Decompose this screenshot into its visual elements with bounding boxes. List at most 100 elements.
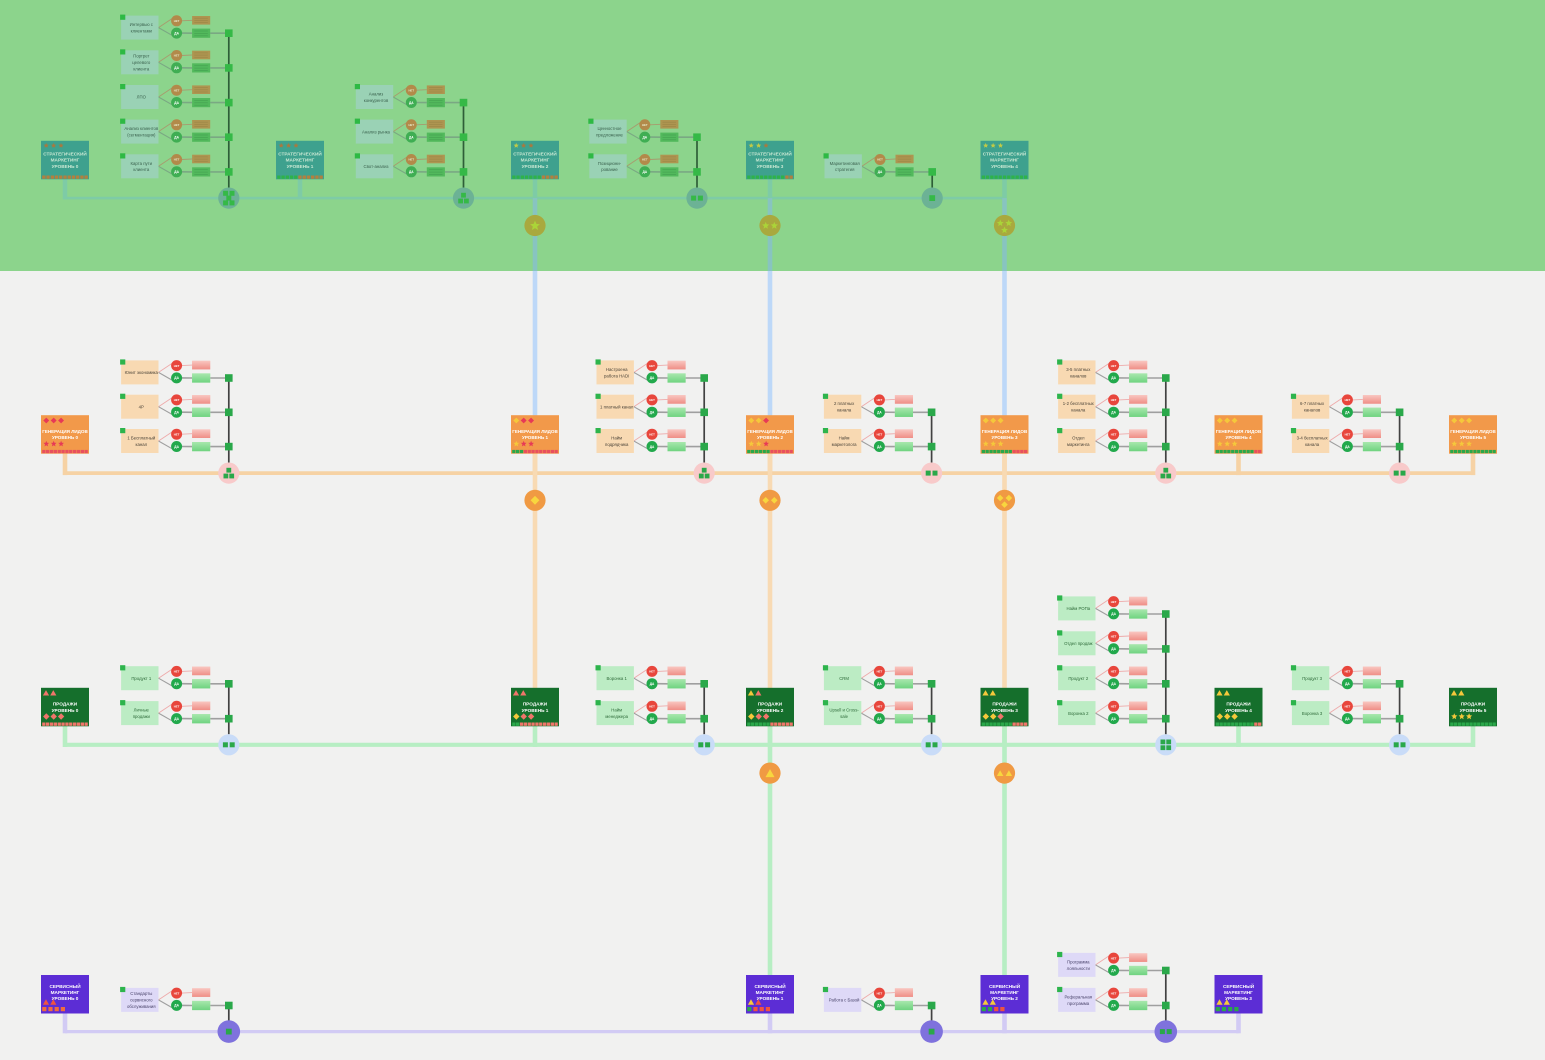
svg-text:НЕТ: НЕТ — [877, 705, 883, 709]
svg-text:ДА: ДА — [409, 170, 414, 174]
svg-text:ДА: ДА — [174, 445, 179, 449]
svg-text:НЕТ: НЕТ — [649, 364, 655, 368]
svg-text:СТРАТЕГИЧЕСКИЙ: СТРАТЕГИЧЕСКИЙ — [513, 150, 557, 157]
svg-text:Портрет: Портрет — [133, 54, 149, 59]
svg-text:ПРОДАЖИ: ПРОДАЖИ — [758, 701, 783, 706]
svg-text:УРОВЕНЬ 2: УРОВЕНЬ 2 — [522, 164, 549, 169]
svg-text:ДА: ДА — [1345, 682, 1350, 686]
svg-text:ДА: ДА — [1111, 647, 1116, 651]
svg-text:4P: 4P — [139, 404, 144, 409]
svg-text:НЕТ: НЕТ — [1111, 364, 1117, 368]
svg-text:ГЕНЕРАЦИЯ ЛИДОВ: ГЕНЕРАЦИЯ ЛИДОВ — [747, 429, 793, 434]
svg-text:менеджера: менеджера — [605, 714, 628, 719]
svg-text:предложение: предложение — [596, 133, 623, 138]
svg-text:ПРОДАЖИ: ПРОДАЖИ — [1461, 701, 1486, 706]
svg-text:1 Бесплатный: 1 Бесплатный — [127, 436, 156, 441]
svg-text:программа: программа — [1067, 1001, 1089, 1006]
svg-text:НЕТ: НЕТ — [174, 364, 180, 368]
svg-text:ПРОДАЖИ: ПРОДАЖИ — [53, 701, 78, 706]
svg-text:ДА: ДА — [174, 1004, 179, 1008]
svg-text:Настроена: Настроена — [606, 367, 628, 372]
svg-text:УРОВЕНЬ 4: УРОВЕНЬ 4 — [1225, 708, 1252, 713]
svg-text:МАРКЕТИНГ: МАРКЕТИНГ — [521, 158, 550, 163]
svg-text:НЕТ: НЕТ — [1345, 705, 1351, 709]
svg-text:УРОВЕНЬ 4: УРОВЕНЬ 4 — [1226, 435, 1252, 440]
svg-text:клиента: клиента — [133, 66, 150, 71]
svg-text:НЕТ: НЕТ — [174, 432, 180, 436]
svg-text:ДА: ДА — [174, 135, 179, 139]
svg-text:НЕТ: НЕТ — [649, 398, 655, 402]
svg-text:УРОВЕНЬ 0: УРОВЕНЬ 0 — [52, 435, 78, 440]
svg-text:ДА: ДА — [174, 170, 179, 174]
svg-text:ГЕНЕРАЦИЯ ЛИДОВ: ГЕНЕРАЦИЯ ЛИДОВ — [1450, 429, 1496, 434]
svg-text:УРОВЕНЬ 3: УРОВЕНЬ 3 — [991, 708, 1018, 713]
svg-text:СЕРВИСНЫЙ: СЕРВИСНЫЙ — [49, 982, 81, 989]
svg-text:НЕТ: НЕТ — [649, 705, 655, 709]
svg-text:ГЕНЕРАЦИЯ ЛИДОВ: ГЕНЕРАЦИЯ ЛИДОВ — [1216, 429, 1262, 434]
svg-text:ДА: ДА — [409, 135, 414, 139]
svg-text:МАРКЕТИНГ: МАРКЕТИНГ — [286, 158, 315, 163]
svg-text:Найм: Найм — [611, 436, 622, 441]
svg-text:Найм: Найм — [611, 708, 622, 713]
svg-text:Стандарты: Стандарты — [130, 991, 152, 996]
svg-text:УРОВЕНЬ 3: УРОВЕНЬ 3 — [757, 164, 784, 169]
svg-text:НЕТ: НЕТ — [877, 398, 883, 402]
svg-text:Интервью с: Интервью с — [130, 22, 154, 27]
svg-text:ДА: ДА — [877, 411, 882, 415]
svg-text:НЕТ: НЕТ — [649, 670, 655, 674]
svg-text:ДА: ДА — [1345, 411, 1350, 415]
svg-text:НЕТ: НЕТ — [1111, 635, 1117, 639]
svg-text:НЕТ: НЕТ — [174, 19, 180, 23]
svg-text:НЕТ: НЕТ — [1111, 991, 1117, 995]
svg-text:Реферальная: Реферальная — [1064, 994, 1092, 999]
svg-text:УРОВЕНЬ 1: УРОВЕНЬ 1 — [522, 435, 548, 440]
svg-text:МАРКЕТИНГ: МАРКЕТИНГ — [756, 158, 785, 163]
svg-text:1 платный канал: 1 платный канал — [600, 404, 634, 409]
svg-text:НЕТ: НЕТ — [1345, 398, 1351, 402]
svg-text:sale: sale — [840, 714, 848, 719]
svg-text:(сегментация): (сегментация) — [127, 133, 156, 138]
svg-text:ДА: ДА — [1111, 612, 1116, 616]
svg-text:НЕТ: НЕТ — [174, 54, 180, 58]
svg-text:ДА: ДА — [409, 101, 414, 105]
svg-text:НЕТ: НЕТ — [174, 398, 180, 402]
svg-text:УРОВЕНЬ 2: УРОВЕНЬ 2 — [757, 708, 784, 713]
svg-text:ДА: ДА — [1111, 682, 1116, 686]
svg-text:НЕТ: НЕТ — [642, 158, 648, 162]
svg-text:НЕТ: НЕТ — [174, 123, 180, 127]
svg-text:Позициони-: Позициони- — [598, 161, 622, 166]
svg-text:ДА: ДА — [174, 66, 179, 70]
svg-text:Отдел продаж: Отдел продаж — [1064, 641, 1093, 646]
svg-text:МАРКЕТИНГ: МАРКЕТИНГ — [51, 990, 80, 995]
svg-text:НЕТ: НЕТ — [408, 158, 414, 162]
svg-text:УРОВЕНЬ 0: УРОВЕНЬ 0 — [52, 164, 79, 169]
svg-text:лояльности: лояльности — [1067, 966, 1091, 971]
svg-text:6-7 платных: 6-7 платных — [1300, 401, 1325, 406]
svg-text:СТРАТЕГИЧЕСКИЙ: СТРАТЕГИЧЕСКИЙ — [748, 150, 792, 157]
svg-text:НЕТ: НЕТ — [642, 123, 648, 127]
svg-text:продажи: продажи — [133, 714, 151, 719]
svg-text:ДА: ДА — [174, 717, 179, 721]
svg-text:УРОВЕНЬ 3: УРОВЕНЬ 3 — [1225, 996, 1252, 1001]
svg-text:УРОВЕНЬ 4: УРОВЕНЬ 4 — [991, 164, 1018, 169]
svg-text:канал: канал — [135, 442, 147, 447]
svg-text:УРОВЕНЬ 5: УРОВЕНЬ 5 — [1460, 435, 1486, 440]
svg-text:УРОВЕНЬ 0: УРОВЕНЬ 0 — [52, 708, 79, 713]
svg-text:ГЕНЕРАЦИЯ ЛИДОВ: ГЕНЕРАЦИЯ ЛИДОВ — [512, 429, 558, 434]
svg-text:СЕРВИСНЫЙ: СЕРВИСНЫЙ — [1223, 982, 1255, 989]
svg-text:Найм: Найм — [839, 436, 850, 441]
svg-text:подрядчика: подрядчика — [605, 442, 629, 447]
svg-text:Работа с Базой: Работа с Базой — [829, 998, 860, 1003]
svg-text:Анализ рынка: Анализ рынка — [362, 129, 391, 134]
svg-text:Продукт 2: Продукт 2 — [1068, 676, 1089, 681]
svg-text:клиентами: клиентами — [131, 29, 153, 34]
svg-text:ДА: ДА — [650, 411, 655, 415]
svg-text:ДА: ДА — [1111, 717, 1116, 721]
svg-text:ДА: ДА — [1111, 376, 1116, 380]
svg-text:ДА: ДА — [1111, 445, 1116, 449]
svg-text:ДА: ДА — [650, 682, 655, 686]
svg-text:Ценностное: Ценностное — [598, 126, 623, 131]
svg-text:НЕТ: НЕТ — [877, 432, 883, 436]
svg-text:НЕТ: НЕТ — [174, 670, 180, 674]
svg-text:УРОВЕНЬ 2: УРОВЕНЬ 2 — [757, 435, 783, 440]
